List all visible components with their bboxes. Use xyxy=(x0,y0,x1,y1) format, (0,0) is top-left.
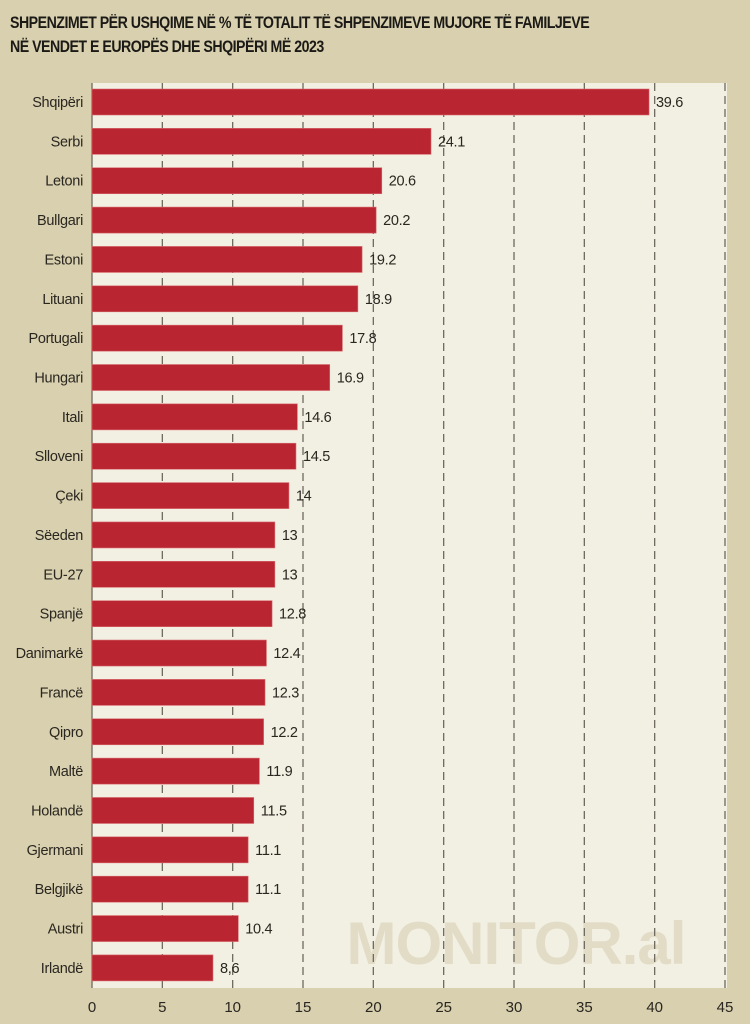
category-label: Qipro xyxy=(49,725,83,741)
x-tick-label-40: 40 xyxy=(646,999,663,1016)
bar-EU-27 xyxy=(91,561,276,588)
category-label: Slloveni xyxy=(35,449,83,465)
category-label: Hungari xyxy=(34,371,83,387)
category-labels: Shqipëri Serbi Letoni Bullgari Estoni Lituani… xyxy=(16,95,84,977)
value-label: 13 xyxy=(282,528,298,544)
watermark-monitor-al: MONITOR.al xyxy=(347,910,686,977)
category-label: Danimarkë xyxy=(16,646,84,662)
x-tick-label-35: 35 xyxy=(576,999,593,1016)
bar-Holandë xyxy=(91,797,255,824)
x-tick-label-30: 30 xyxy=(506,999,523,1016)
bar-Qipro xyxy=(91,718,264,746)
chart-title-line-2: NË VENDET E EUROPËS DHE SHQIPËRI MË 2023 xyxy=(10,38,324,56)
value-label: 13 xyxy=(282,567,298,583)
value-label: 19.2 xyxy=(369,252,396,268)
value-label: 12.8 xyxy=(279,607,306,623)
category-label: Itali xyxy=(62,410,83,426)
bar-Maltë xyxy=(91,757,260,785)
bar-Bullgari xyxy=(91,206,377,234)
bar-Irlandë xyxy=(91,954,214,982)
bar-Itali xyxy=(91,403,298,431)
category-label: Bullgari xyxy=(37,213,83,229)
bar-Serbi xyxy=(91,128,432,155)
value-label: 8,6 xyxy=(220,961,239,977)
bar-Austri xyxy=(91,915,239,942)
value-label: 12.4 xyxy=(273,646,300,662)
category-label: Maltë xyxy=(49,764,83,780)
category-label: Gjermani xyxy=(27,843,83,859)
bar-Çeki xyxy=(91,482,290,509)
value-label: 14.6 xyxy=(304,410,331,426)
x-tick-label-15: 15 xyxy=(295,999,312,1016)
x-tick-label-25: 25 xyxy=(435,999,452,1016)
bar-Shqipëri xyxy=(91,88,650,116)
value-label: 12.2 xyxy=(271,725,298,741)
bar-Lituani xyxy=(91,285,359,313)
category-label: Çeki xyxy=(55,489,83,505)
value-label: 17.8 xyxy=(349,331,376,347)
value-label: 11.1 xyxy=(255,843,281,859)
x-tick-label-5: 5 xyxy=(158,999,166,1016)
value-label: 11.5 xyxy=(261,803,287,819)
chart-title-line-1: SHPENZIMET PËR USHQIME NË % TË TOTALIT T… xyxy=(10,14,590,32)
value-label: 20.2 xyxy=(383,213,410,229)
x-tick-label-10: 10 xyxy=(224,999,241,1016)
category-label: Portugali xyxy=(28,331,83,347)
value-label: 18.9 xyxy=(365,292,392,308)
category-label: Francë xyxy=(40,685,84,701)
value-label: 10.4 xyxy=(245,922,272,938)
value-label: 12.3 xyxy=(272,685,299,701)
x-tick-label-0: 0 xyxy=(88,999,96,1016)
value-label: 11.1 xyxy=(255,882,281,898)
category-label: Estoni xyxy=(45,252,84,268)
bar-Portugali xyxy=(91,324,343,352)
bars xyxy=(91,88,650,982)
bar-Letoni xyxy=(91,167,383,195)
category-label: Lituani xyxy=(42,292,83,308)
bar-Slloveni xyxy=(91,442,297,470)
category-label: Belgjikë xyxy=(35,882,84,898)
value-labels: 39.6 24.1 20.6 20.2 19.2 18.9 17.8 16.9 14.6 14.5… xyxy=(220,95,684,977)
value-label: 24.1 xyxy=(438,134,465,150)
x-tick-label-20: 20 xyxy=(365,999,382,1016)
value-label: 11.9 xyxy=(266,764,292,780)
value-label: 20.6 xyxy=(389,174,416,190)
category-label: Sëeden xyxy=(35,528,83,544)
category-label: Serbi xyxy=(51,134,83,150)
category-label: Shqipëri xyxy=(32,95,83,111)
bar-Sëeden xyxy=(91,521,276,549)
category-label: Austri xyxy=(48,922,83,938)
category-label: Irlandë xyxy=(41,961,83,977)
bar-Estoni xyxy=(91,246,363,273)
chart-title: SHPENZIMET PËR USHQIME NË % TË TOTALIT T… xyxy=(10,11,638,59)
bar-Danimarkë xyxy=(91,639,267,667)
value-label: 14.5 xyxy=(303,449,330,465)
bar-Hungari xyxy=(91,364,331,391)
bar-Spanjë xyxy=(91,600,273,627)
x-axis-ticks: 0 5 10 15 20 25 30 35 40 45 xyxy=(88,999,734,1016)
category-label: Holandë xyxy=(31,803,83,819)
category-label: Letoni xyxy=(45,174,83,190)
bar-Gjermani xyxy=(91,836,249,864)
value-label: 16.9 xyxy=(337,371,364,387)
category-label: EU-27 xyxy=(43,567,83,583)
value-label: 14 xyxy=(296,489,312,505)
bar-Belgjikë xyxy=(91,875,249,903)
value-label: 39.6 xyxy=(656,95,683,111)
category-label: Spanjë xyxy=(40,607,84,623)
x-tick-label-45: 45 xyxy=(717,999,734,1016)
bar-Francë xyxy=(91,679,266,706)
